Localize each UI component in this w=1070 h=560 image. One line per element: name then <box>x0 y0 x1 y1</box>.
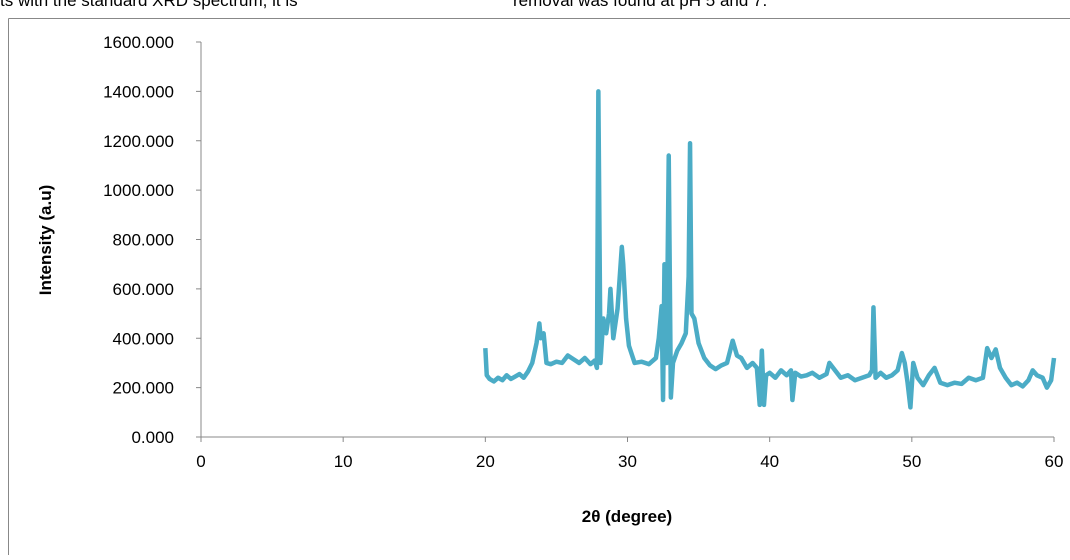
data-line <box>483 89 1057 410</box>
x-tick-label: 10 <box>334 452 353 471</box>
x-tick-label: 40 <box>760 452 779 471</box>
body-text: ts with the standard XRD spectrum, it is <box>0 0 298 10</box>
body-text: removal was found at pH 5 and 7. <box>513 0 767 10</box>
x-axis-title: 2θ (degree) <box>582 507 672 526</box>
x-tick-label: 20 <box>476 452 495 471</box>
y-tick-label: 400.000 <box>113 329 174 348</box>
y-tick-label: 1600.000 <box>103 33 174 52</box>
y-tick-label: 0.000 <box>131 428 174 447</box>
x-tick-label: 60 <box>1045 452 1064 471</box>
y-tick-label: 1400.000 <box>103 82 174 101</box>
x-tick-label: 0 <box>196 452 205 471</box>
y-axis-title: Intensity (a.u) <box>36 185 55 296</box>
y-tick-label: 200.000 <box>113 379 174 398</box>
y-tick-label: 1000.000 <box>103 181 174 200</box>
y-tick-label: 600.000 <box>113 280 174 299</box>
y-tick-label: 1200.000 <box>103 132 174 151</box>
x-tick-label: 30 <box>618 452 637 471</box>
x-tick-label: 50 <box>902 452 921 471</box>
y-tick-label: 800.000 <box>113 231 174 250</box>
